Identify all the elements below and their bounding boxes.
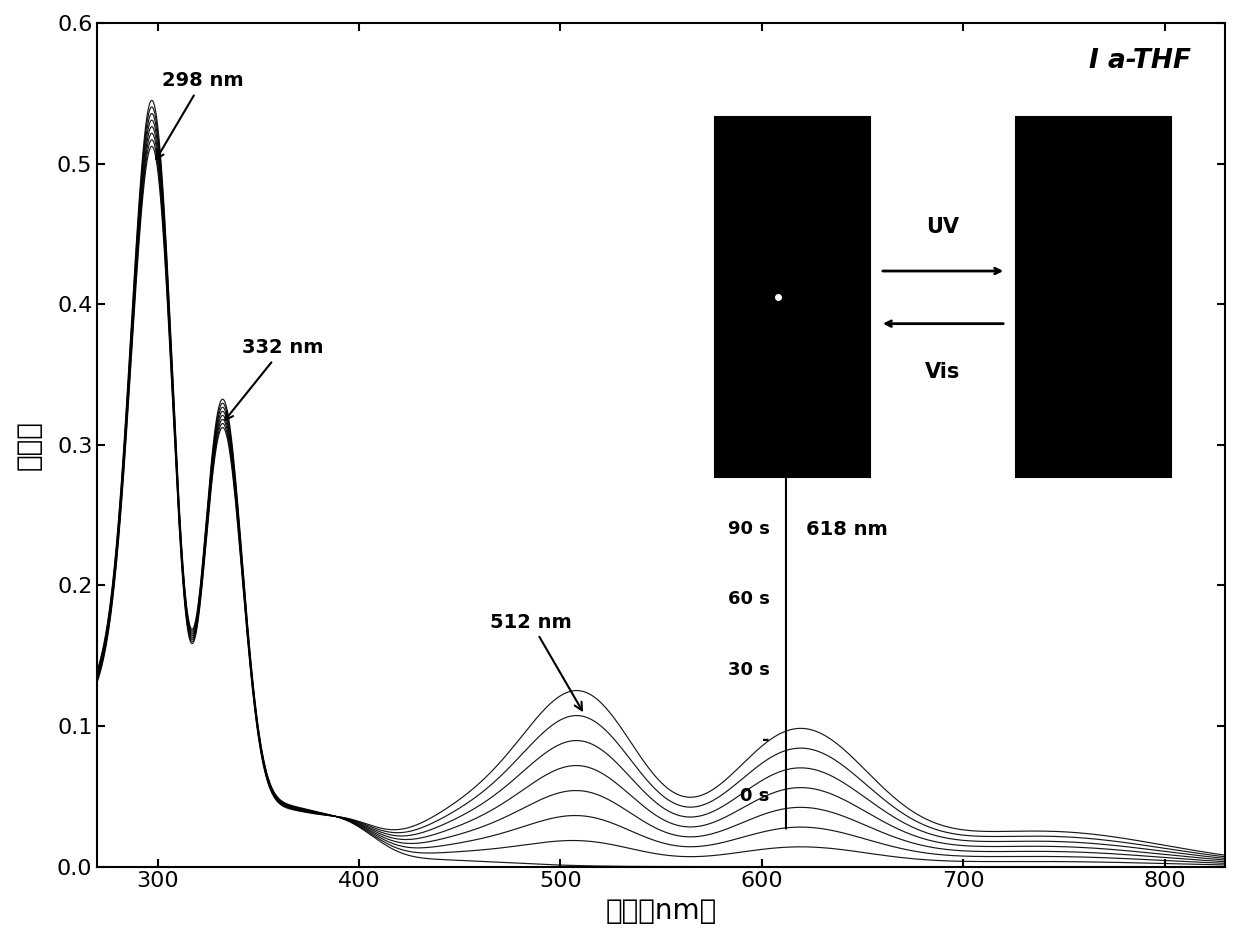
Text: 618 nm: 618 nm [806,520,888,539]
Text: 120 s: 120 s [715,450,770,468]
Text: 298 nm: 298 nm [156,71,243,159]
Text: 60 s: 60 s [728,590,770,608]
X-axis label: 波长（nm）: 波长（nm） [605,897,717,925]
Y-axis label: 吸光度: 吸光度 [15,420,43,470]
Text: 332 nm: 332 nm [226,338,324,420]
Text: -: - [763,731,770,749]
Text: I a-THF: I a-THF [1089,48,1192,74]
Text: 0 s: 0 s [740,788,770,806]
Text: 90 s: 90 s [728,520,770,538]
Text: 512 nm: 512 nm [490,613,582,711]
Text: 30 s: 30 s [728,661,770,679]
